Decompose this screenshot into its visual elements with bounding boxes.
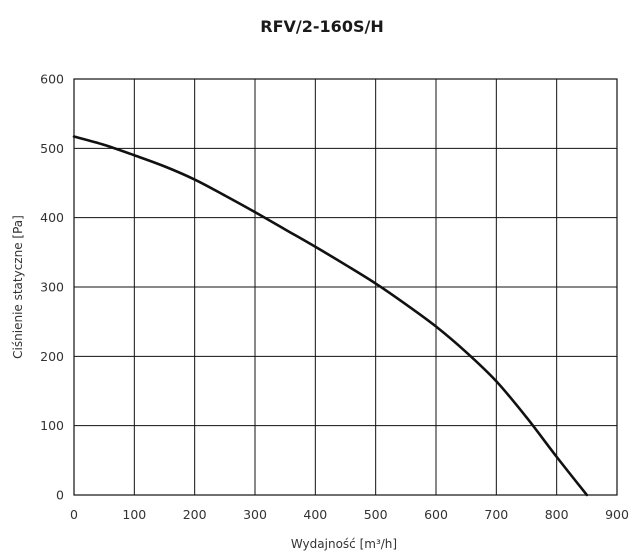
grid: [73, 78, 618, 496]
x-tick-label: 200: [183, 507, 207, 522]
x-axis-label: Wydajność [m³/h]: [291, 537, 397, 551]
y-tick-label: 100: [40, 418, 64, 433]
x-tick-label: 100: [122, 507, 146, 522]
y-tick-label: 300: [40, 280, 64, 295]
x-tick-label: 500: [364, 507, 388, 522]
x-axis-ticks: 0 100 200 300 400 500 600 700 800 900: [70, 507, 629, 522]
y-tick-label: 200: [40, 349, 64, 364]
x-tick-label: 600: [424, 507, 448, 522]
y-tick-label: 0: [56, 488, 64, 503]
y-axis-ticks: 0 100 200 300 400 500 600: [40, 72, 64, 503]
x-tick-label: 0: [70, 507, 78, 522]
y-tick-label: 600: [40, 72, 64, 87]
fan-curve-line: [72, 135, 589, 497]
y-tick-label: 500: [40, 141, 64, 156]
y-axis-label: Ciśnienie statyczne [Pa]: [11, 215, 25, 359]
x-tick-label: 300: [243, 507, 267, 522]
x-tick-label: 800: [545, 507, 569, 522]
x-tick-label: 400: [303, 507, 327, 522]
chart-title: RFV/2-160S/H: [260, 17, 383, 36]
series-layer: [72, 135, 589, 497]
x-tick-label: 700: [484, 507, 508, 522]
y-tick-label: 400: [40, 210, 64, 225]
plot-frame: [73, 78, 618, 496]
x-tick-label: 900: [605, 507, 629, 522]
